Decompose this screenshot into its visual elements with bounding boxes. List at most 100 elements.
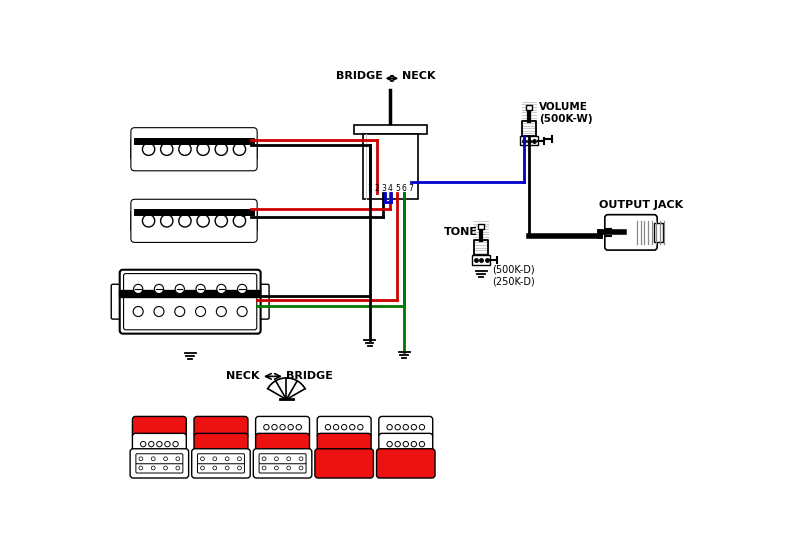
Text: NECK: NECK (402, 71, 435, 81)
Circle shape (287, 457, 291, 461)
Circle shape (274, 457, 278, 461)
Circle shape (299, 457, 303, 461)
Circle shape (143, 143, 155, 155)
FancyBboxPatch shape (131, 128, 257, 171)
Text: (500K-D)
(250K-D): (500K-D) (250K-D) (492, 265, 535, 286)
Circle shape (234, 143, 245, 155)
Circle shape (175, 306, 185, 316)
Circle shape (201, 457, 204, 461)
Circle shape (387, 442, 392, 447)
Circle shape (148, 442, 154, 447)
Text: 1: 1 (367, 184, 372, 193)
Circle shape (262, 457, 266, 461)
Circle shape (157, 442, 162, 447)
Circle shape (213, 466, 217, 470)
Text: BRIDGE: BRIDGE (336, 71, 383, 81)
Circle shape (217, 285, 226, 294)
Circle shape (280, 424, 285, 430)
Circle shape (161, 214, 173, 227)
Circle shape (387, 424, 392, 430)
FancyBboxPatch shape (135, 463, 183, 473)
Text: OUTPUT JACK: OUTPUT JACK (599, 201, 683, 211)
Text: 5: 5 (395, 184, 400, 193)
Circle shape (133, 306, 143, 316)
Circle shape (238, 466, 241, 470)
FancyBboxPatch shape (124, 273, 257, 330)
Bar (520, 136, 538, 145)
Circle shape (419, 424, 425, 430)
FancyBboxPatch shape (317, 417, 371, 438)
FancyBboxPatch shape (131, 199, 257, 242)
Circle shape (175, 285, 184, 294)
Circle shape (165, 442, 170, 447)
FancyBboxPatch shape (315, 449, 374, 478)
Circle shape (163, 466, 167, 470)
Circle shape (215, 143, 227, 155)
Circle shape (272, 424, 277, 430)
FancyBboxPatch shape (259, 284, 269, 319)
FancyBboxPatch shape (198, 463, 245, 473)
Text: NECK: NECK (226, 372, 260, 382)
Circle shape (196, 285, 205, 294)
Circle shape (151, 466, 155, 470)
Bar (478, 224, 485, 229)
Bar (354, 125, 427, 134)
Circle shape (403, 442, 408, 447)
FancyBboxPatch shape (192, 449, 250, 478)
Circle shape (395, 424, 400, 430)
Circle shape (411, 424, 417, 430)
Text: BRIDGE: BRIDGE (286, 372, 333, 382)
Circle shape (264, 424, 269, 430)
FancyBboxPatch shape (246, 211, 257, 231)
Circle shape (201, 466, 204, 470)
Circle shape (288, 424, 293, 430)
FancyBboxPatch shape (198, 454, 245, 464)
FancyBboxPatch shape (112, 284, 121, 319)
Circle shape (154, 306, 164, 316)
FancyBboxPatch shape (379, 433, 433, 455)
Circle shape (176, 457, 180, 461)
Text: 4: 4 (388, 184, 393, 193)
FancyBboxPatch shape (376, 449, 435, 478)
Circle shape (238, 457, 241, 461)
FancyBboxPatch shape (133, 202, 255, 240)
Bar (363, 134, 418, 199)
FancyBboxPatch shape (132, 417, 186, 438)
FancyBboxPatch shape (131, 139, 142, 159)
Text: 2: 2 (374, 184, 379, 193)
FancyBboxPatch shape (259, 454, 306, 464)
FancyBboxPatch shape (133, 130, 255, 168)
Circle shape (419, 442, 425, 447)
FancyBboxPatch shape (130, 449, 189, 478)
Circle shape (161, 143, 173, 155)
Circle shape (403, 424, 408, 430)
FancyBboxPatch shape (317, 433, 371, 455)
Circle shape (179, 214, 191, 227)
Circle shape (163, 457, 167, 461)
Circle shape (176, 466, 180, 470)
Text: 3: 3 (381, 184, 386, 193)
Circle shape (197, 143, 210, 155)
Circle shape (151, 457, 155, 461)
FancyBboxPatch shape (379, 417, 433, 438)
Bar (526, 105, 532, 110)
Circle shape (234, 214, 245, 227)
Circle shape (134, 285, 143, 294)
FancyBboxPatch shape (605, 214, 658, 250)
FancyBboxPatch shape (131, 211, 142, 231)
Circle shape (197, 214, 210, 227)
Circle shape (238, 306, 247, 316)
FancyBboxPatch shape (135, 454, 183, 464)
Text: VOLUME
(500K-W): VOLUME (500K-W) (539, 102, 593, 124)
Circle shape (226, 457, 229, 461)
Circle shape (341, 424, 347, 430)
FancyBboxPatch shape (253, 449, 312, 478)
Circle shape (262, 466, 266, 470)
Circle shape (215, 214, 227, 227)
Circle shape (333, 424, 339, 430)
Circle shape (299, 466, 303, 470)
FancyBboxPatch shape (256, 417, 309, 438)
Text: TONE: TONE (444, 227, 478, 237)
Circle shape (358, 424, 363, 430)
FancyBboxPatch shape (120, 270, 261, 334)
